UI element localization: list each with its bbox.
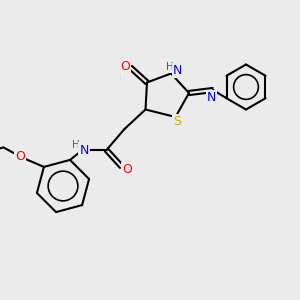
Text: O: O <box>123 163 132 176</box>
Text: H: H <box>72 140 80 150</box>
Text: N: N <box>207 91 216 104</box>
Text: O: O <box>15 150 25 163</box>
Text: H: H <box>166 62 173 72</box>
Text: O: O <box>120 59 130 73</box>
Text: N: N <box>79 143 89 157</box>
Text: S: S <box>173 115 181 128</box>
Text: N: N <box>173 64 182 77</box>
